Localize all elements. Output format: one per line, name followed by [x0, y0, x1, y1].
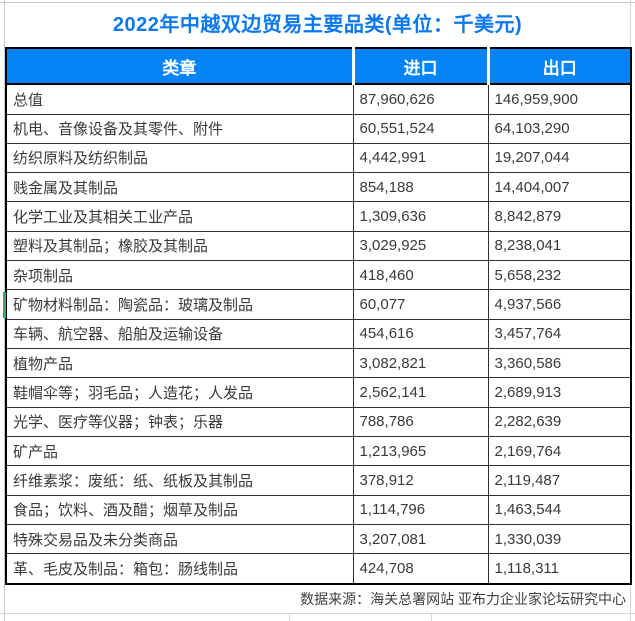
category-cell[interactable]: 车辆、航空器、船舶及运输设备 — [5, 318, 354, 350]
data-source: 数据来源：海关总署网站 亚布力企业家论坛研究中心 — [5, 585, 630, 613]
table-body: 总值 87,960,626 146,959,900 机电、音像设备及其零件、附件 60,… — [5, 83, 632, 585]
export-cell[interactable]: 3,360,586 — [487, 348, 632, 379]
category-cell[interactable]: 矿物材料制品：陶瓷品：玻璃及制品 — [5, 289, 354, 320]
import-cell[interactable]: 2,562,141 — [352, 377, 489, 408]
gridline-bottom — [0, 613, 635, 614]
table-row: 革、毛皮及制品：箱包：肠线制品 424,708 1,118,311 — [5, 553, 632, 585]
import-cell[interactable]: 424,708 — [352, 553, 489, 585]
export-cell[interactable]: 146,959,900 — [487, 83, 632, 115]
export-cell[interactable]: 14,404,007 — [487, 172, 632, 203]
export-cell[interactable]: 19,207,044 — [487, 142, 632, 174]
table-row: 纺织原料及纺织制品 4,442,991 19,207,044 — [5, 142, 632, 174]
import-cell[interactable]: 378,912 — [352, 465, 489, 496]
table-row: 杂项制品 418,460 5,658,232 — [5, 260, 632, 291]
import-cell[interactable]: 3,207,081 — [352, 524, 489, 555]
import-cell[interactable]: 4,442,991 — [352, 142, 489, 174]
category-cell[interactable]: 杂项制品 — [5, 260, 354, 291]
category-cell[interactable]: 纺织原料及纺织制品 — [5, 142, 354, 174]
gridline-bottom-cell-1 — [289, 613, 290, 621]
table-row: 贱金属及其制品 854,188 14,404,007 — [5, 172, 632, 203]
export-cell[interactable]: 1,118,311 — [487, 553, 632, 585]
import-cell[interactable]: 454,616 — [352, 318, 489, 350]
col-header-category[interactable]: 类章 — [6, 48, 353, 85]
table-row: 车辆、航空器、船舶及运输设备 454,616 3,457,764 — [5, 318, 632, 350]
table-row: 矿产品 1,213,965 2,169,764 — [5, 436, 632, 467]
export-cell[interactable]: 8,238,041 — [487, 230, 632, 262]
import-cell[interactable]: 60,551,524 — [352, 113, 489, 144]
export-cell[interactable]: 1,330,039 — [487, 524, 632, 555]
table-row: 鞋帽伞等；羽毛品；人造花；人发品 2,562,141 2,689,913 — [5, 377, 632, 408]
gridline-top — [0, 2, 635, 3]
category-cell[interactable]: 鞋帽伞等；羽毛品；人造花；人发品 — [5, 377, 354, 408]
table-row: 特殊交易品及未分类商品 3,207,081 1,330,039 — [5, 524, 632, 555]
import-cell[interactable]: 418,460 — [352, 260, 489, 291]
export-cell[interactable]: 5,658,232 — [487, 260, 632, 291]
import-cell[interactable]: 3,082,821 — [352, 348, 489, 379]
table-row: 纤维素浆：废纸：纸、纸板及其制品 378,912 2,119,487 — [5, 465, 632, 496]
export-cell[interactable]: 2,282,639 — [487, 406, 632, 438]
table-row: 光学、医疗等仪器；钟表；乐器 788,786 2,282,639 — [5, 406, 632, 438]
export-cell[interactable]: 4,937,566 — [487, 289, 632, 320]
category-cell[interactable]: 塑料及其制品；橡胶及其制品 — [5, 230, 354, 262]
category-cell[interactable]: 贱金属及其制品 — [5, 172, 354, 203]
table-row: 总值 87,960,626 146,959,900 — [5, 83, 632, 115]
export-cell[interactable]: 1,463,544 — [487, 494, 632, 526]
table-row: 机电、音像设备及其零件、附件 60,551,524 64,103,290 — [5, 113, 632, 144]
table-row: 塑料及其制品；橡胶及其制品 3,029,925 8,238,041 — [5, 230, 632, 262]
export-cell[interactable]: 2,169,764 — [487, 436, 632, 467]
import-cell[interactable]: 87,960,626 — [352, 83, 489, 115]
table-row: 矿物材料制品：陶瓷品：玻璃及制品 60,077 4,937,566 — [5, 289, 632, 320]
category-cell[interactable]: 特殊交易品及未分类商品 — [5, 524, 354, 555]
category-cell[interactable]: 植物产品 — [5, 348, 354, 379]
import-cell[interactable]: 1,114,796 — [352, 494, 489, 526]
col-header-export[interactable]: 出口 — [486, 48, 631, 85]
gridline-bottom-cell-2 — [431, 613, 432, 621]
category-cell[interactable]: 纤维素浆：废纸：纸、纸板及其制品 — [5, 465, 354, 496]
category-cell[interactable]: 矿产品 — [5, 436, 354, 467]
import-cell[interactable]: 1,309,636 — [352, 201, 489, 232]
table-row: 植物产品 3,082,821 3,360,586 — [5, 348, 632, 379]
trade-table: 类章 进口 出口 总值 87,960,626 146,959,900 机电、音像设备及… — [5, 47, 632, 585]
import-cell[interactable]: 854,188 — [352, 172, 489, 203]
export-cell[interactable]: 2,119,487 — [487, 465, 632, 496]
header-row: 类章 进口 出口 — [6, 48, 631, 85]
category-cell[interactable]: 食品；饮料、酒及醋；烟草及制品 — [5, 494, 354, 526]
category-cell[interactable]: 革、毛皮及制品：箱包：肠线制品 — [5, 553, 354, 585]
page-title: 2022年中越双边贸易主要品类(单位：千美元) — [5, 3, 630, 47]
export-cell[interactable]: 3,457,764 — [487, 318, 632, 350]
import-cell[interactable]: 788,786 — [352, 406, 489, 438]
import-cell[interactable]: 60,077 — [352, 289, 489, 320]
green-marker — [3, 292, 6, 318]
import-cell[interactable]: 3,029,925 — [352, 230, 489, 262]
category-cell[interactable]: 总值 — [5, 83, 354, 115]
category-cell[interactable]: 机电、音像设备及其零件、附件 — [5, 113, 354, 144]
import-cell[interactable]: 1,213,965 — [352, 436, 489, 467]
category-cell[interactable]: 化学工业及其相关工业产品 — [5, 201, 354, 232]
export-cell[interactable]: 2,689,913 — [487, 377, 632, 408]
export-cell[interactable]: 64,103,290 — [487, 113, 632, 144]
col-header-import[interactable]: 进口 — [351, 48, 488, 85]
category-cell[interactable]: 光学、医疗等仪器；钟表；乐器 — [5, 406, 354, 438]
table-row: 食品；饮料、酒及醋；烟草及制品 1,114,796 1,463,544 — [5, 494, 632, 526]
table-row: 化学工业及其相关工业产品 1,309,636 8,842,879 — [5, 201, 632, 232]
export-cell[interactable]: 8,842,879 — [487, 201, 632, 232]
